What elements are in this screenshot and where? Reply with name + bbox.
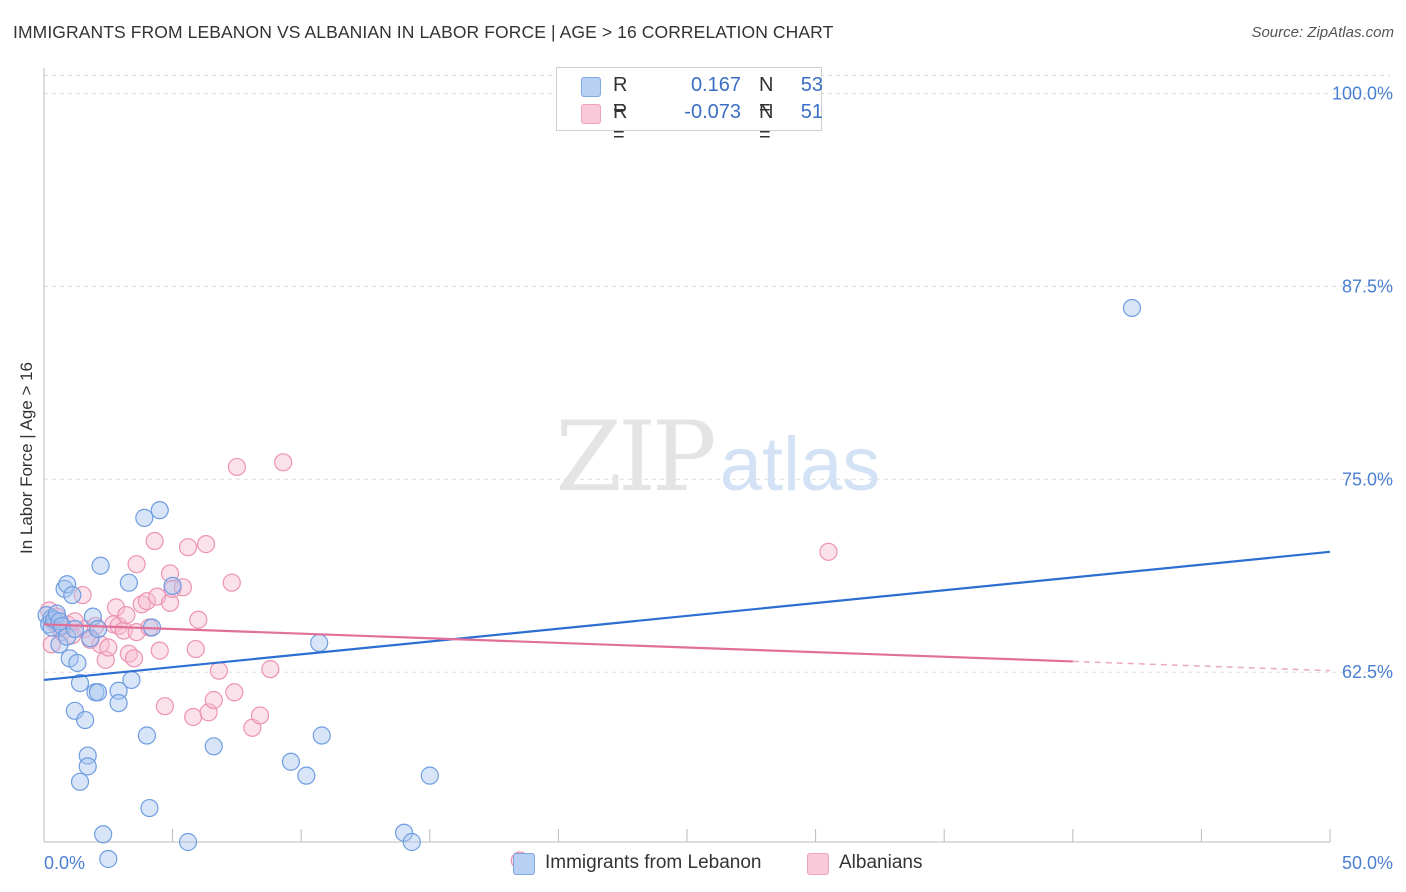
albanians-point	[209, 661, 228, 680]
lebanon-point	[78, 757, 97, 776]
lebanon-point	[65, 701, 84, 720]
albanians-point	[250, 706, 270, 725]
lebanon-point	[81, 629, 100, 648]
lebanon-point	[122, 670, 141, 690]
watermark-zip: ZIP	[555, 401, 714, 513]
albanians-point	[274, 453, 293, 472]
lebanon-point	[68, 653, 87, 673]
lebanon-point	[76, 710, 95, 730]
y-tick-label: 75.0%	[1342, 469, 1393, 489]
correlation-legend: R = 0.167 N = 53 R = -0.073 N = 51	[556, 67, 823, 146]
lebanon-point	[394, 823, 414, 842]
lebanon-point	[163, 576, 182, 595]
albanians-point	[819, 542, 838, 561]
y-tick-label: 100.0%	[1332, 83, 1393, 103]
lebanon-point	[88, 683, 108, 702]
albanians-point	[124, 649, 144, 668]
albanians-point	[132, 595, 151, 614]
lebanon-legend-swatch	[513, 853, 535, 875]
albanians-point	[186, 639, 205, 659]
lebanon-point	[310, 633, 329, 652]
x-tick-label: 50.0%	[1342, 853, 1393, 873]
lebanon-trend-line	[43, 550, 1331, 682]
albanians-point	[225, 683, 244, 702]
n-label: N =	[759, 74, 774, 119]
lebanon-point	[402, 832, 421, 852]
lebanon-point	[58, 575, 77, 594]
albanians-trend-line	[43, 623, 1073, 663]
albanians-point	[222, 573, 241, 592]
lebanon-point	[150, 501, 169, 520]
y-tick-label: 62.5%	[1342, 662, 1393, 682]
albanians-swatch	[581, 104, 601, 124]
lebanon-point	[94, 825, 113, 844]
chart-title: IMMIGRANTS FROM LEBANON VS ALBANIAN IN L…	[13, 22, 834, 42]
albanians-point	[204, 690, 223, 710]
albanians-point	[261, 660, 280, 679]
lebanon-point	[420, 766, 439, 785]
albanians-point	[150, 641, 169, 660]
lebanon-point	[88, 619, 108, 639]
albanians-point	[227, 457, 246, 477]
n-label: N =	[759, 101, 774, 146]
lebanon-point	[78, 746, 97, 765]
lebanon-point	[1122, 298, 1142, 318]
watermark-atlas: atlas	[720, 422, 881, 507]
n-value: 51	[800, 101, 823, 123]
albanians-point	[99, 638, 118, 657]
lebanon-point	[70, 772, 90, 791]
lebanon-point	[109, 693, 128, 713]
albanians-legend-label: Albanians	[839, 852, 923, 873]
gridlines	[44, 74, 1390, 673]
albanians-point	[196, 535, 216, 554]
lebanon-legend-label: Immigrants from Lebanon	[545, 852, 762, 873]
lebanon-point	[297, 766, 316, 785]
lebanon-point	[58, 627, 77, 646]
lebanon-point	[137, 726, 156, 745]
lebanon-point	[109, 681, 128, 700]
albanians-point	[189, 610, 208, 629]
lebanon-point	[135, 508, 154, 527]
lebanon-point	[65, 619, 84, 639]
x-tick-label: 0.0%	[44, 853, 85, 873]
lebanon-point	[99, 849, 118, 869]
lebanon-point	[50, 635, 69, 654]
lebanon-point	[91, 556, 110, 575]
lebanon-point	[204, 737, 223, 756]
lebanon-point	[281, 752, 301, 771]
albanians-point	[127, 555, 146, 574]
lebanon-point	[70, 673, 90, 693]
albanians-trend-extension	[1072, 660, 1331, 672]
albanians-point	[73, 585, 92, 605]
y-tick-label: 87.5%	[1342, 276, 1393, 296]
albanians-point	[117, 606, 136, 625]
lebanon-point	[63, 585, 82, 605]
source-label: Source: ZipAtlas.com	[1251, 24, 1394, 41]
lebanon-swatch	[581, 77, 601, 97]
tick-labels: 100.0% 87.5% 75.0% 62.5% 0.0% 50.0%	[44, 83, 1393, 873]
albanians-legend-swatch	[807, 853, 829, 875]
lebanon-points	[37, 298, 1142, 869]
lebanon-point	[178, 832, 198, 852]
lebanon-point	[119, 573, 138, 592]
r-label: R =	[613, 74, 628, 119]
n-value: 53	[800, 74, 823, 96]
albanians-point	[178, 538, 198, 557]
lebanon-point	[140, 798, 159, 818]
albanians-point	[145, 531, 164, 551]
albanians-point	[137, 592, 156, 611]
trend-lines	[43, 550, 1331, 682]
albanians-point	[184, 707, 203, 727]
r-value: 0.167	[690, 74, 741, 96]
lebanon-point	[312, 726, 331, 745]
r-value: -0.073	[684, 101, 741, 123]
r-label: R =	[613, 101, 628, 146]
axes	[43, 68, 1331, 843]
watermark: ZIP atlas	[555, 401, 880, 513]
albanians-point	[155, 697, 174, 716]
